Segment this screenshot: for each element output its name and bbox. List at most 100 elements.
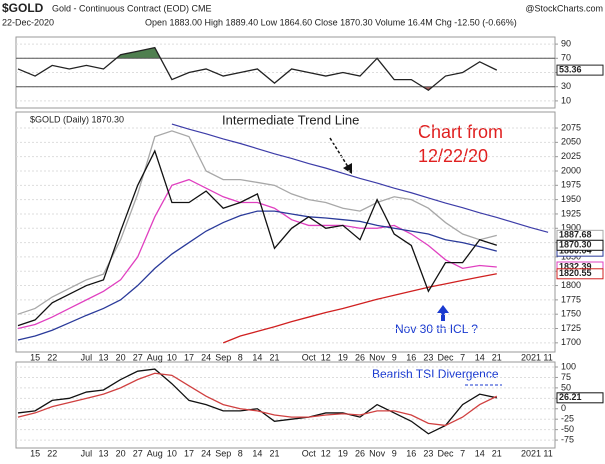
tsi-frame — [15, 361, 556, 449]
y-tick-label: 2050 — [561, 137, 581, 147]
x-tick-label: 14 — [252, 352, 262, 362]
x-tick-label: 21 — [269, 352, 279, 362]
x-tick-label: 16 — [406, 352, 416, 362]
source: @StockCharts.com — [525, 3, 603, 13]
y-tick-label: 75 — [561, 372, 571, 382]
last-value-label: 1832.39 — [559, 261, 592, 271]
annotation-arrow — [329, 137, 351, 171]
x-tick-label: Jul — [81, 352, 93, 362]
y-tick-label: 100 — [561, 361, 576, 371]
x-tick-label: 14 — [475, 448, 485, 458]
y-tick-label: 1750 — [561, 309, 581, 319]
series-line — [17, 46, 498, 92]
x-tick-label: 21 — [492, 352, 502, 362]
date: 22-Dec-2020 — [2, 17, 54, 27]
last-value-label: 53.36 — [559, 64, 582, 74]
x-tick-label: 14 — [252, 448, 262, 458]
x-tick-label: Oct — [302, 352, 317, 362]
x-tick-label: 10 — [167, 352, 177, 362]
x-tick-label: 2021 — [521, 352, 541, 362]
x-tick-label: 17 — [184, 448, 194, 458]
x-tick-label: 14 — [475, 352, 485, 362]
x-tick-label: Nov — [369, 352, 386, 362]
x-tick-label: 24 — [201, 352, 211, 362]
annotation: 12/22/20 — [418, 146, 488, 166]
x-tick-label: 21 — [269, 448, 279, 458]
x-tick-label: 16 — [406, 448, 416, 458]
x-tick-label: 9 — [392, 352, 397, 362]
y-tick-label: 1775 — [561, 294, 581, 304]
x-tick-label: 19 — [338, 352, 348, 362]
last-value-label: 1820.55 — [559, 268, 592, 278]
x-tick-label: 20 — [116, 352, 126, 362]
last-value-box — [556, 392, 604, 404]
y-tick-label: 70 — [561, 53, 571, 63]
series-line — [222, 273, 497, 344]
symbol: $GOLD — [2, 1, 44, 15]
y-tick-label: 0 — [561, 403, 566, 413]
series-line — [17, 130, 497, 315]
x-tick-label: 23 — [423, 352, 433, 362]
x-tick-label: Aug — [147, 448, 163, 458]
annotation: Nov 30 th ICL ? — [395, 322, 478, 336]
x-tick-label: 15 — [30, 448, 40, 458]
x-tick-label: 15 — [30, 352, 40, 362]
x-tick-label: 11 — [543, 448, 552, 458]
series-line — [17, 178, 497, 330]
last-value-label: 1887.68 — [559, 230, 592, 240]
x-tick-label: 21 — [492, 448, 502, 458]
last-value-box — [556, 268, 604, 280]
rsi-fill — [116, 47, 161, 59]
price-title: $GOLD (Daily) 1870.30 — [30, 114, 124, 124]
trend-line — [171, 123, 549, 233]
quote: Open 1883.00 High 1889.40 Low 1864.60 Cl… — [145, 17, 517, 27]
x-tick-label: 8 — [238, 352, 243, 362]
x-tick-label: 13 — [98, 352, 108, 362]
series-line — [17, 372, 498, 427]
last-value-box — [556, 239, 604, 251]
y-tick-label: 2075 — [561, 122, 581, 132]
series-line — [17, 368, 497, 435]
y-tick-label: -25 — [561, 414, 574, 424]
x-tick-label: 17 — [184, 352, 194, 362]
x-tick-label: 26 — [355, 448, 365, 458]
x-tick-label: Aug — [147, 352, 163, 362]
x-tick-label: 8 — [238, 448, 243, 458]
x-tick-label: 27 — [133, 448, 143, 458]
y-tick-label: 50 — [561, 382, 571, 392]
series-line — [17, 149, 498, 327]
y-tick-label: 1900 — [561, 223, 581, 233]
x-tick-label: Nov — [369, 448, 386, 458]
x-tick-label: 2021 — [521, 448, 541, 458]
annotation: Intermediate Trend Line — [222, 112, 359, 127]
y-tick-label: 2000 — [561, 165, 581, 175]
y-tick-label: 1800 — [561, 280, 581, 290]
x-tick-label: 23 — [423, 448, 433, 458]
x-tick-label: 12 — [321, 352, 331, 362]
y-tick-label: 1950 — [561, 194, 581, 204]
x-tick-label: 20 — [116, 448, 126, 458]
x-tick-label: 26 — [355, 352, 365, 362]
x-tick-label: 10 — [167, 448, 177, 458]
x-tick-label: Sep — [215, 448, 231, 458]
x-tick-label: 11 — [543, 352, 552, 362]
y-tick-label: 90 — [561, 38, 571, 48]
annotation: Bearish TSI Divergence — [372, 367, 499, 381]
instrument-name: Gold - Continuous Contract (EOD) CME — [52, 3, 212, 13]
x-tick-label: 7 — [460, 448, 465, 458]
y-tick-label: 10 — [561, 95, 571, 105]
x-tick-label: 12 — [321, 448, 331, 458]
x-tick-label: Dec — [437, 448, 454, 458]
y-tick-label: 1925 — [561, 208, 581, 218]
x-tick-label: Dec — [437, 352, 454, 362]
x-tick-label: 13 — [98, 448, 108, 458]
x-tick-label: 19 — [338, 448, 348, 458]
y-tick-label: 2025 — [561, 151, 581, 161]
y-tick-label: -50 — [561, 424, 574, 434]
x-tick-label: 22 — [47, 352, 57, 362]
price-frame — [15, 111, 556, 353]
x-tick-label: Sep — [215, 352, 231, 362]
x-tick-label: 9 — [392, 448, 397, 458]
last-value-label: 1870.30 — [559, 240, 592, 250]
